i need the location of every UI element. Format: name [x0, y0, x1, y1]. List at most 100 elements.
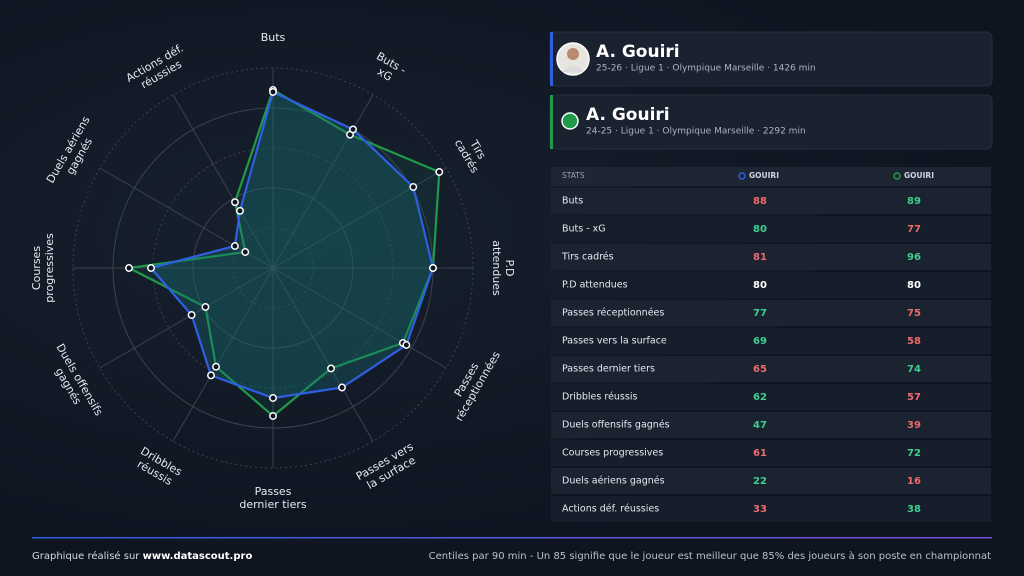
stat-name: Dribbles réussis: [562, 392, 637, 403]
card-accent: [550, 32, 553, 86]
stat-value: 39: [907, 420, 921, 431]
axis-label: Duels offensifsgagnés: [42, 341, 105, 424]
data-point: [241, 248, 250, 256]
table-row: [551, 300, 991, 326]
axis-label: Passes dernier tiers: [239, 485, 307, 511]
stat-name: Duels offensifs gagnés: [562, 420, 670, 431]
stat-name: Buts - xG: [562, 224, 606, 235]
stats-table: Buts 88 89 Buts - xG 80 77 Tirs cadrés 81 96 P.D …: [551, 188, 991, 522]
data-point: [125, 264, 133, 272]
stat-value: 62: [753, 392, 767, 403]
footer-rule: [32, 537, 992, 539]
stat-value: 65: [753, 364, 767, 375]
player-photo-head: [567, 48, 579, 60]
stat-value: 33: [753, 504, 767, 515]
axis-spoke: [272, 267, 374, 442]
table-row: [551, 440, 991, 466]
stat-value: 80: [753, 224, 767, 235]
stat-name: Courses progressives: [562, 448, 663, 459]
legend-label: GOUIRI: [749, 171, 779, 180]
axis-spoke: [272, 94, 374, 269]
stat-value: 57: [907, 392, 921, 403]
stat-name: P.D attendues: [562, 280, 628, 291]
axis-spoke: [272, 167, 447, 269]
stat-name: Buts: [562, 196, 583, 207]
data-point: [187, 311, 196, 319]
player-details: 24-25 · Ligue 1 · Olympique Marseille · …: [586, 127, 806, 137]
player-name: A. Gouiri: [596, 42, 680, 62]
player-details: 25-26 · Ligue 1 · Olympique Marseille · …: [596, 64, 816, 74]
table-row: [551, 356, 991, 382]
stat-value: 89: [907, 196, 921, 207]
data-point: [212, 362, 220, 371]
axis-spoke: [172, 94, 274, 269]
axis-label: Actions déf.réussies: [124, 42, 192, 97]
axis-label: Passes versla surface: [354, 440, 423, 495]
data-point: [231, 198, 239, 207]
stat-value: 80: [907, 280, 921, 291]
data-point: [269, 394, 277, 402]
axis-label: Buts -xG: [368, 50, 409, 89]
table-row: [551, 216, 991, 242]
player-name: A. Gouiri: [586, 105, 670, 125]
player-marker: [561, 112, 579, 130]
axis-label: P.Dattendues: [490, 240, 516, 296]
axis-spoke: [272, 267, 447, 369]
axis-label: Dribblesréussis: [132, 445, 185, 490]
stat-value: 74: [907, 364, 921, 375]
stat-value: 88: [753, 196, 767, 207]
series-area: [149, 90, 435, 400]
data-point: [201, 303, 210, 311]
axis-spoke: [172, 267, 274, 442]
stat-value: 77: [753, 308, 767, 319]
axis-label-line: dernier tiers: [239, 498, 307, 511]
data-point: [402, 341, 411, 349]
stat-value: 47: [753, 420, 767, 431]
table-row: [551, 468, 991, 494]
stat-value: 77: [907, 224, 921, 235]
data-point: [435, 168, 444, 176]
stat-value: 58: [907, 336, 921, 347]
stat-value: 16: [907, 476, 921, 487]
data-point: [147, 264, 155, 272]
data-point: [409, 183, 418, 191]
axis-label: Buts: [261, 31, 286, 44]
table-row: [551, 384, 991, 410]
data-point: [269, 88, 277, 96]
table-header-label: STATS: [562, 171, 585, 180]
data-point: [230, 242, 239, 250]
data-point: [349, 125, 357, 134]
axis-label-line: attendues: [490, 240, 503, 296]
data-point: [207, 371, 215, 380]
footer-site: www.datascout.pro: [143, 551, 253, 562]
footer-left: Graphique réalisé sur www.datascout.pro: [32, 550, 252, 562]
stat-name: Tirs cadrés: [561, 252, 614, 263]
axis-label: Tirscadrés: [452, 131, 493, 176]
stat-name: Actions déf. réussies: [562, 504, 659, 515]
legend-marker: [738, 172, 746, 180]
stat-name: Duels aériens gagnés: [562, 476, 665, 487]
axis-label-line: Courses: [30, 246, 43, 290]
data-point: [429, 264, 437, 272]
table-row: [551, 244, 991, 270]
data-point: [269, 412, 277, 420]
table-header: [551, 167, 991, 186]
stat-value: 69: [753, 336, 767, 347]
stat-value: 72: [907, 448, 921, 459]
stat-name: Passes vers la surface: [562, 336, 667, 347]
axis-spoke: [99, 267, 274, 369]
table-row: [551, 272, 991, 298]
data-point: [327, 364, 335, 373]
axis-label-line: xG: [375, 65, 395, 84]
stat-value: 38: [907, 504, 921, 515]
footer-note: Centiles par 90 min - Un 85 signifie que…: [429, 550, 991, 562]
legend-marker: [893, 172, 901, 180]
stat-value: 80: [753, 280, 767, 291]
stat-value: 81: [753, 252, 767, 263]
axis-label: Passesréceptionnées: [441, 342, 503, 423]
table-row: [551, 412, 991, 438]
axis-label: Duels aériensgagnés: [44, 114, 104, 192]
axis-label: Coursesprogressives: [30, 233, 56, 303]
